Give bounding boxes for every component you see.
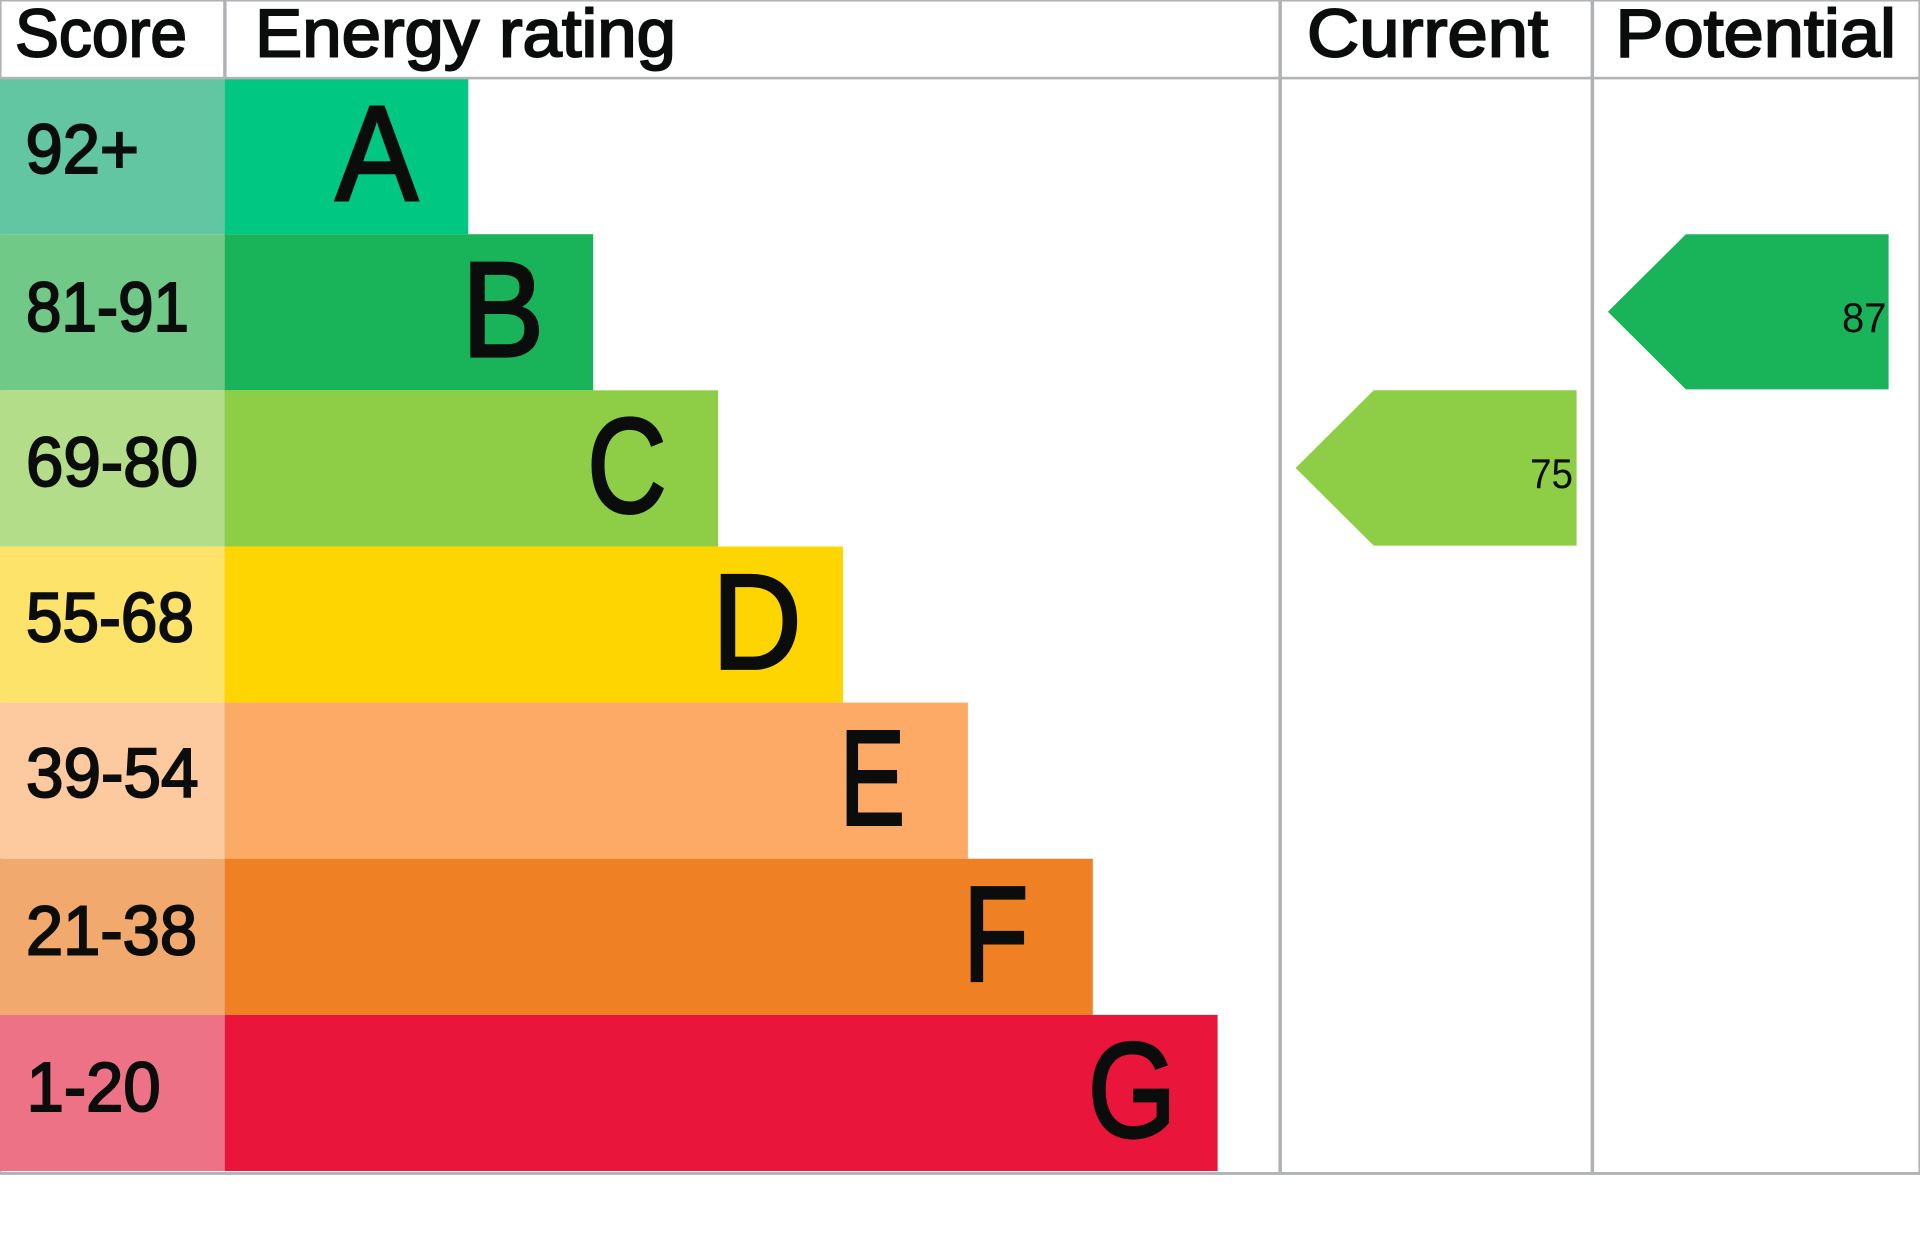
svg-text:C: C: [587, 390, 666, 541]
svg-text:39-54: 39-54: [26, 734, 199, 812]
svg-text:87: 87: [1842, 294, 1887, 341]
svg-text:81-91: 81-91: [26, 268, 189, 346]
svg-text:Current: Current: [1307, 0, 1548, 72]
svg-text:Score: Score: [15, 0, 187, 72]
svg-text:55-68: 55-68: [26, 579, 194, 657]
svg-text:B: B: [462, 234, 544, 385]
svg-text:69-80: 69-80: [26, 423, 198, 501]
svg-text:E: E: [840, 702, 905, 853]
svg-text:Potential: Potential: [1616, 0, 1897, 72]
svg-text:75: 75: [1530, 450, 1573, 497]
svg-text:Energy rating: Energy rating: [255, 0, 676, 72]
svg-text:G: G: [1088, 1015, 1176, 1166]
svg-text:92+: 92+: [26, 110, 140, 188]
svg-text:F: F: [963, 859, 1028, 1010]
svg-text:A: A: [336, 78, 418, 229]
svg-text:21-38: 21-38: [26, 891, 197, 969]
svg-text:D: D: [712, 546, 802, 697]
svg-text:1-20: 1-20: [27, 1048, 161, 1126]
